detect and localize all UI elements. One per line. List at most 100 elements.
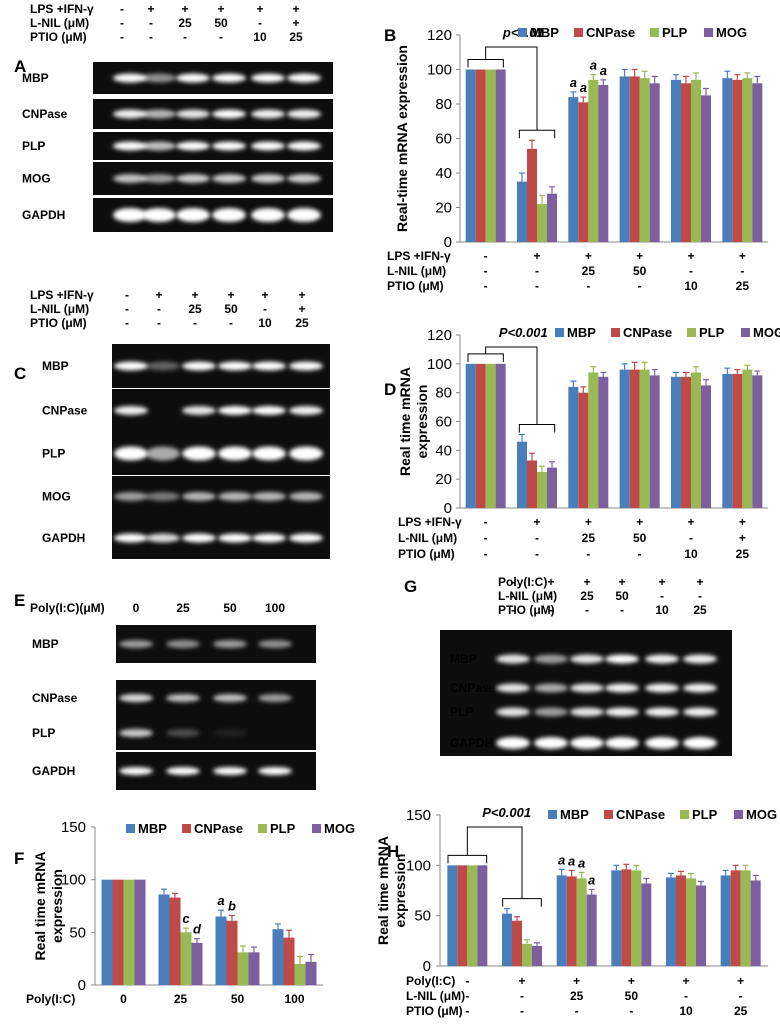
condition-value: 10 (684, 547, 698, 561)
condition-value: - (689, 264, 693, 278)
header-label: Poly(I:C) (498, 575, 547, 589)
header-value: 25 (295, 316, 309, 330)
gel-band-GAPDH (213, 767, 247, 775)
condition-value: 50 (633, 264, 647, 278)
gel-band-G-GAPDH (570, 737, 604, 749)
header-value: + (217, 2, 224, 16)
gel-band-PLP (176, 141, 210, 151)
gel-label: GAPDH (42, 531, 85, 545)
bar-CNPase (226, 920, 238, 985)
gel-band-GAPDH (119, 767, 153, 775)
bar-CNPase (112, 879, 124, 985)
gel-band-MOG (212, 174, 246, 183)
condition-value: 25 (736, 279, 750, 293)
header-label: LPS +IFN-γ (30, 2, 94, 16)
significance-letter: a (558, 852, 565, 867)
bar-CNPase (527, 148, 537, 242)
bar-CNPase (578, 102, 589, 243)
gel-band-G-MBP (570, 654, 604, 664)
bar-MBP (158, 894, 170, 985)
gel-band-MBP (287, 73, 321, 83)
condition-value: - (535, 264, 539, 278)
bar-MBP (556, 875, 567, 966)
gel-E-CNPase: CNPase (32, 680, 316, 716)
gel-band-CNPase (218, 406, 252, 415)
legend-swatch-CNPase (604, 810, 613, 819)
condition-value: 25 (582, 264, 596, 278)
gel-band-MBP (251, 73, 285, 83)
header-value-E: 25 (176, 601, 190, 615)
header-value: 10 (258, 316, 272, 330)
bar-CNPase (676, 875, 686, 966)
bar-MOG (305, 961, 317, 985)
gel-label: MBP (42, 359, 69, 373)
bar-MBP (619, 76, 630, 243)
bar-MBP (272, 929, 284, 985)
gel-band-GAPDH (252, 533, 286, 543)
gel-band-MBP (289, 361, 323, 371)
gel-band-GAPDH (287, 208, 321, 222)
header-value: 25 (580, 589, 594, 603)
bar-MBP (215, 916, 227, 985)
gel-band-G-GAPDH (683, 737, 717, 749)
header-value: 25 (178, 16, 192, 30)
gel-C-PLP: PLP (42, 432, 330, 475)
condition-value: + (739, 249, 746, 263)
legend-label: MBP (567, 325, 596, 340)
condition-value: 25 (582, 531, 596, 545)
bar-PLP (576, 878, 587, 966)
bar-CNPase (629, 76, 640, 243)
gel-band-GAPDH (176, 208, 210, 222)
condition-value: 25 (736, 547, 750, 561)
significance-letter: a (568, 853, 575, 868)
bar-MBP (465, 69, 476, 242)
condition-value: - (638, 547, 642, 561)
y-tick-label: 100 (427, 356, 452, 373)
bar-CNPase (527, 460, 537, 508)
condition-value: - (535, 531, 539, 545)
header-value: - (263, 302, 267, 316)
gel-C-MBP: MBP (42, 344, 330, 388)
gel-band-MOG (114, 492, 148, 501)
bar-MBP (671, 79, 681, 242)
gel-label: CNPase (32, 691, 78, 705)
bracket-control (467, 59, 504, 68)
bar-MOG (598, 85, 609, 243)
condition-value: - (586, 547, 590, 561)
bar-CNPase (732, 79, 743, 242)
header-value: 10 (655, 603, 669, 617)
gel-band-CNPase (119, 694, 153, 702)
gel-band-CNPase (289, 406, 323, 415)
bar-PLP (180, 932, 192, 985)
header-value: 50 (615, 589, 629, 603)
gel-band-GAPDH (251, 208, 285, 222)
bar-PLP (537, 204, 547, 242)
header-label: L-NIL (μM) (30, 16, 89, 30)
panel-letter-E: E (14, 591, 25, 610)
panel-letter-H: H (387, 842, 399, 861)
y-tick-label: 0 (78, 977, 86, 994)
gel-band-MBP (182, 361, 216, 371)
condition-value: + (739, 531, 746, 545)
condition-value: 25 (570, 989, 584, 1003)
bar-MBP (101, 879, 113, 985)
bar-MOG (477, 865, 488, 966)
bar-MOG (191, 942, 203, 985)
legend-swatch-PLP (258, 824, 267, 833)
gel-band-PLP (119, 729, 153, 737)
header-value: + (298, 288, 305, 302)
legend-label: PLP (692, 807, 718, 822)
condition-value: - (520, 989, 524, 1003)
bar-PLP (588, 372, 599, 508)
header-value: - (183, 30, 187, 44)
bar-MBP (720, 875, 731, 966)
condition-value: 25 (734, 1004, 748, 1018)
condition-value: 25 (174, 992, 188, 1006)
legend-label: MBP (138, 821, 167, 836)
bar-CNPase (566, 876, 577, 966)
legend-swatch-PLP (687, 328, 696, 337)
legend-swatch-MOG (704, 28, 713, 37)
condition-value: - (575, 1004, 579, 1018)
legend-label: PLP (662, 25, 688, 40)
